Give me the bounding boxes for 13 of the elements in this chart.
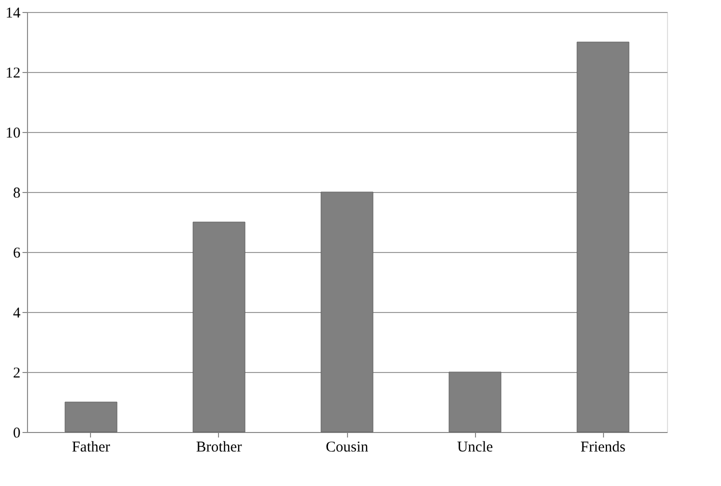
x-tick-label: Uncle [457,440,494,456]
y-tick-label: 0 [13,426,20,442]
x-tick-label: Father [72,440,110,456]
y-tick-label: 8 [13,186,20,202]
x-tick-label: Brother [196,440,242,456]
x-tick-label: Cousin [326,440,369,456]
y-tick-label: 6 [13,246,21,262]
x-tick-label: Friends [580,440,626,456]
y-tick-label: 14 [6,6,21,22]
y-tick-label: 12 [6,66,20,82]
y-tick-label: 2 [13,366,20,382]
y-tick-label: 4 [13,306,21,322]
y-tick-label: 10 [6,126,20,142]
